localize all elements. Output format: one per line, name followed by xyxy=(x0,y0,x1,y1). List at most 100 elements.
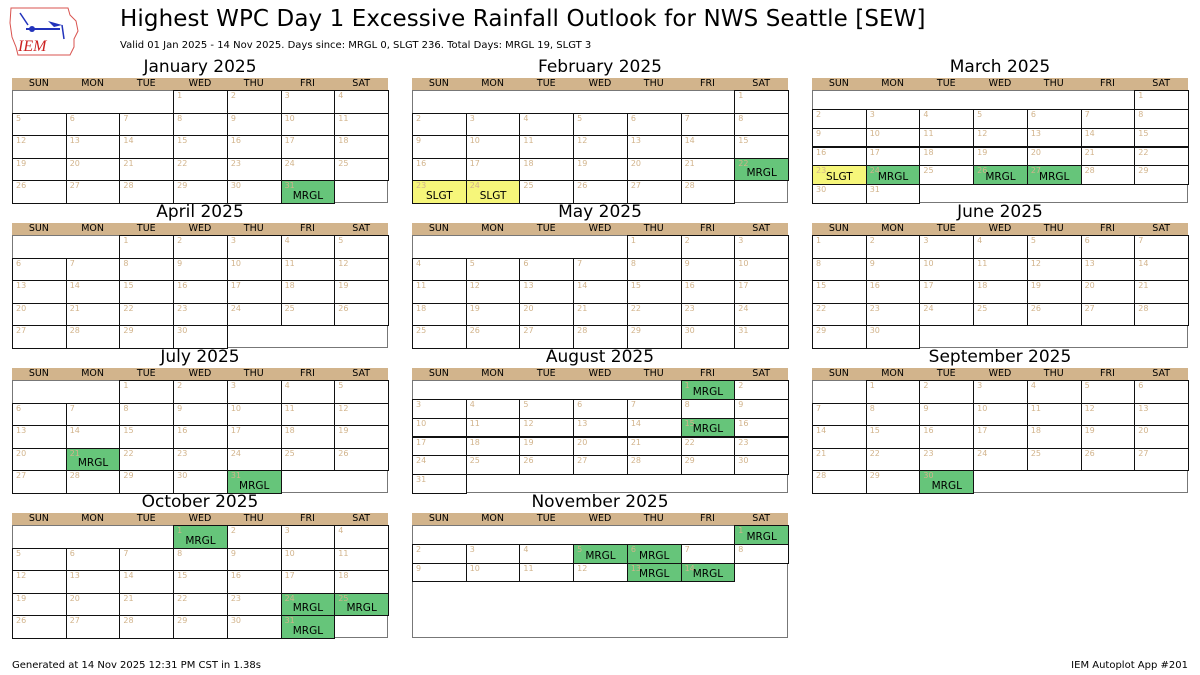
day-cell: 7 xyxy=(1080,108,1136,129)
day-number: 26 xyxy=(577,181,588,191)
day-cell: 2 xyxy=(226,90,282,114)
day-number: 14 xyxy=(69,426,80,436)
day-number: 19 xyxy=(16,593,27,603)
day-number: 24 xyxy=(230,448,242,458)
day-number: 7 xyxy=(684,113,690,123)
weekday-label: MON xyxy=(81,513,104,524)
day-cell: 11 xyxy=(334,112,389,137)
day-cell: 10 xyxy=(280,547,336,572)
day-cell: 5 MRGL xyxy=(573,543,628,564)
day-cell: 8 xyxy=(812,257,867,282)
month-grid: 1 2 3 4 5 6 7 8 9 10 11 12 13 14 15 16 17 18 19 20 21 22 23 24 2… xyxy=(12,90,389,204)
outlook-category-label: MRGL xyxy=(239,479,270,492)
day-cell: 5 xyxy=(1080,380,1136,404)
day-cell: 19 xyxy=(519,436,575,457)
day-number: 25 xyxy=(338,158,349,168)
day-number: 1 xyxy=(738,526,744,535)
day-number: 21 xyxy=(577,303,588,313)
weekday-label: FRI xyxy=(1100,368,1115,379)
day-cell: 30 xyxy=(173,470,228,494)
weekday-label: SAT xyxy=(1152,368,1171,379)
day-number: 11 xyxy=(338,548,349,558)
day-cell: 11 xyxy=(465,417,521,438)
day-number: 30 xyxy=(923,471,934,481)
weekday-label: WED xyxy=(988,223,1012,234)
day-number: 31 xyxy=(284,616,295,626)
day-cell: 20 xyxy=(519,302,575,327)
outlook-category-label: MRGL xyxy=(639,568,670,581)
svg-text:IEM: IEM xyxy=(17,38,48,55)
day-cell: 8 xyxy=(865,402,921,427)
day-number: 16 xyxy=(923,426,934,436)
day-cell: 20 xyxy=(626,157,682,182)
month-title: October 2025 xyxy=(141,492,259,512)
day-number: 26 xyxy=(1030,303,1042,313)
day-number: 26 xyxy=(338,448,349,458)
day-number: 11 xyxy=(1030,403,1042,413)
day-number: 17 xyxy=(230,281,242,291)
month-title: November 2025 xyxy=(531,492,669,512)
day-number: 15 xyxy=(738,136,749,146)
day-number: 17 xyxy=(416,437,427,447)
day-cell: 30 xyxy=(226,615,282,639)
day-number: 11 xyxy=(523,136,534,146)
day-cell: 1 MRGL xyxy=(173,525,228,549)
weekday-label: WED xyxy=(188,368,212,379)
day-cell: 3 xyxy=(465,543,521,564)
day-number: 22 xyxy=(630,303,642,313)
day-cell: 11 xyxy=(919,127,975,148)
day-number: 14 xyxy=(1084,128,1095,138)
day-cell: 22 xyxy=(173,592,228,617)
outlook-category-label: MRGL xyxy=(292,624,324,637)
day-cell: 8 xyxy=(173,547,228,572)
day-cell: 7 xyxy=(680,112,736,137)
day-number: 20 xyxy=(1030,147,1042,157)
outlook-category-label: MRGL xyxy=(639,549,670,562)
weekday-label: THU xyxy=(243,513,264,524)
day-cell: 24 MRGL xyxy=(865,165,921,186)
day-cell: 13 xyxy=(519,280,575,304)
day-cell: 30 xyxy=(734,455,789,476)
day-cell: 7 xyxy=(65,402,121,427)
day-cell: 3 xyxy=(280,90,336,114)
weekday-label: FRI xyxy=(300,368,315,379)
day-number: 14 xyxy=(123,136,134,146)
day-number: 25 xyxy=(977,303,988,313)
day-number: 24 xyxy=(869,166,880,176)
day-number: 4 xyxy=(523,113,529,123)
day-cell: 16 xyxy=(812,146,867,167)
day-cell: 5 xyxy=(1026,235,1082,259)
day-number: 19 xyxy=(338,281,349,291)
day-number: 1 xyxy=(816,236,822,245)
day-cell: 10 xyxy=(465,562,521,583)
day-number: 15 xyxy=(177,571,188,581)
day-cell: 25 xyxy=(919,165,975,186)
day-number: 22 xyxy=(123,448,134,458)
day-cell: 26 xyxy=(465,325,521,349)
day-number: 10 xyxy=(416,418,427,428)
day-cell: 19 xyxy=(12,157,67,182)
day-number: 23 xyxy=(923,448,934,458)
day-cell: 9 xyxy=(865,257,921,282)
day-number: 13 xyxy=(69,571,80,581)
day-cell: 11 xyxy=(519,562,575,583)
day-number: 21 xyxy=(123,158,134,168)
weekday-header: SUN MON TUE WED THU FRI SAT xyxy=(12,223,388,235)
day-cell: 9 xyxy=(226,112,282,137)
day-number: 6 xyxy=(630,544,636,554)
day-number: 30 xyxy=(177,326,188,336)
day-number: 25 xyxy=(284,448,295,458)
day-cell: 25 xyxy=(280,302,336,327)
day-cell: 13 MRGL xyxy=(626,562,682,583)
day-cell: 21 MRGL xyxy=(65,447,121,472)
day-number: 9 xyxy=(923,403,929,413)
day-number: 30 xyxy=(177,471,188,481)
day-number: 12 xyxy=(338,403,349,413)
day-number: 26 xyxy=(469,326,480,336)
app-id-footer: IEM Autoplot App #201 xyxy=(1071,660,1188,671)
day-number: 18 xyxy=(523,158,534,168)
day-number: 26 xyxy=(977,166,988,176)
day-number: 20 xyxy=(630,158,642,168)
day-cell: 30 MRGL xyxy=(919,470,975,494)
day-cell: 19 xyxy=(12,592,67,617)
